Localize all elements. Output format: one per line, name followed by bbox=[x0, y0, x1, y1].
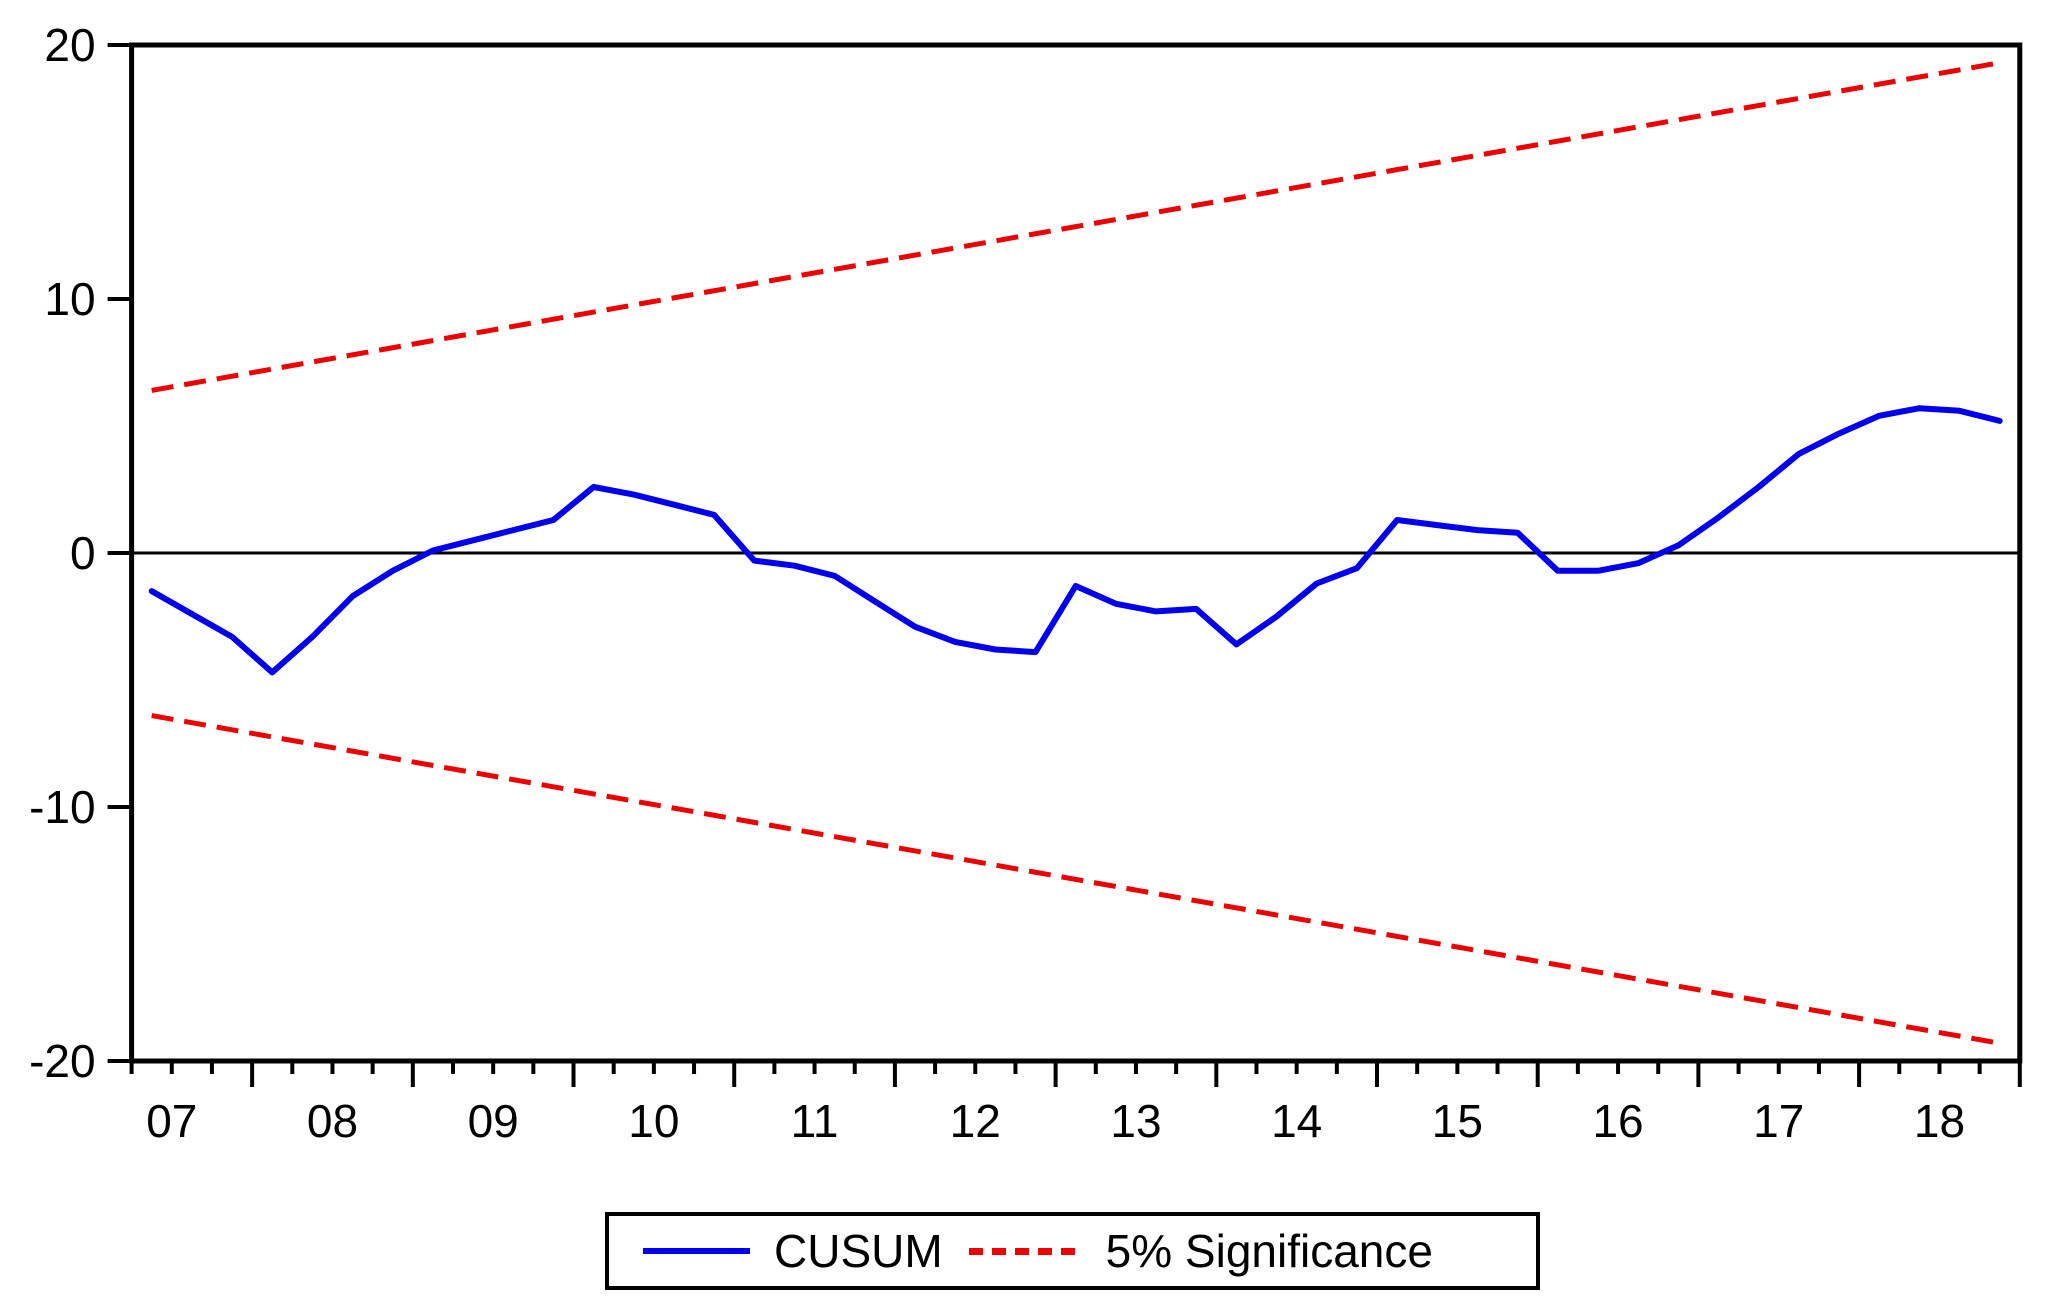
cusum-line-sample bbox=[643, 1248, 750, 1254]
x-axis-tick-label-10: 10 bbox=[628, 1095, 679, 1147]
x-axis-tick-label-08: 08 bbox=[307, 1095, 358, 1147]
significance-upper-line bbox=[151, 60, 2001, 393]
x-axis-tick-label-13: 13 bbox=[1110, 1095, 1161, 1147]
x-axis-tick-label-11: 11 bbox=[791, 1095, 839, 1147]
cusum-line bbox=[148, 405, 2003, 676]
x-axis-tick-label-18: 18 bbox=[1914, 1095, 1965, 1147]
plot-frame bbox=[129, 42, 2023, 1064]
legend: CUSUM 5% Significance bbox=[605, 1212, 1540, 1290]
y-axis-tick-label-0: 0 bbox=[70, 527, 96, 579]
x-axis-tick-label-09: 09 bbox=[468, 1095, 519, 1147]
legend-label-significance: 5% Significance bbox=[1105, 1225, 1433, 1277]
x-axis-tick-label-16: 16 bbox=[1592, 1095, 1643, 1147]
significance-line-sample bbox=[968, 1247, 1082, 1255]
x-axis-tick-label-14: 14 bbox=[1271, 1095, 1322, 1147]
legend-label-cusum: CUSUM bbox=[774, 1225, 943, 1277]
x-axis-tick-label-07: 07 bbox=[146, 1095, 197, 1147]
y-axis-tick-label--20: -20 bbox=[29, 1035, 95, 1087]
y-axis-tick-label-20: 20 bbox=[44, 19, 95, 71]
y-axis-tick-label--10: -10 bbox=[29, 781, 95, 833]
x-axis-tick-label-12: 12 bbox=[950, 1095, 1001, 1147]
y-axis-tick-label-10: 10 bbox=[44, 273, 95, 325]
significance-lower-line bbox=[151, 713, 2001, 1046]
x-axis-tick-label-15: 15 bbox=[1432, 1095, 1483, 1147]
x-axis-tick-label-17: 17 bbox=[1753, 1095, 1804, 1147]
